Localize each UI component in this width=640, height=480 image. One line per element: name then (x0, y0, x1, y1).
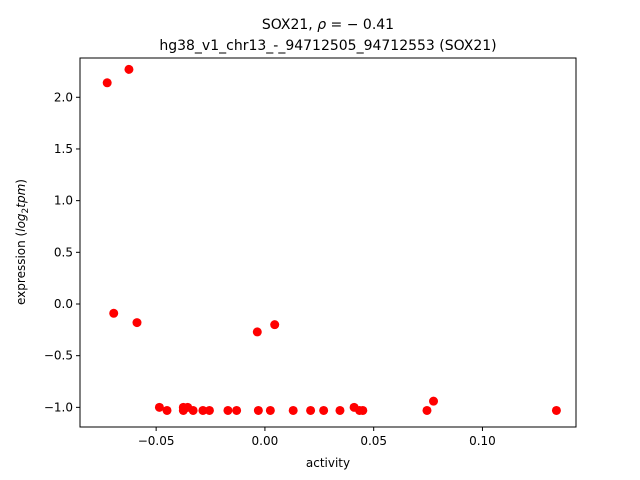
data-point (204, 405, 214, 415)
data-point (288, 405, 298, 415)
y-tick-label: 0.5 (54, 245, 73, 259)
data-point (102, 78, 112, 88)
data-point (188, 405, 198, 415)
data-point (422, 405, 432, 415)
x-tick-label: 0.10 (469, 434, 496, 448)
data-point (551, 405, 561, 415)
data-point (162, 405, 172, 415)
y-tick-label: 0.0 (54, 297, 73, 311)
axis-ticks: −0.05 0.00 0.05 0.10 −1.0 −0.5 0.0 0.5 1.0 1.5 2.0 (44, 90, 496, 448)
chart-title-line2: hg38_v1_chr13_-_94712505_94712553 (SOX21… (159, 38, 496, 54)
x-tick-label: 0.00 (252, 434, 279, 448)
x-axis-label: activity (306, 456, 350, 470)
data-point (253, 405, 263, 415)
data-points (102, 64, 561, 415)
y-tick-label: 1.0 (54, 194, 73, 208)
plot-area-frame (79, 57, 577, 428)
chart-title-line1: SOX21, ρ = − 0.41 (262, 17, 394, 33)
data-point (358, 405, 368, 415)
data-point (306, 405, 316, 415)
data-point (124, 64, 134, 74)
data-point (429, 396, 439, 406)
data-point (109, 308, 119, 318)
data-point (265, 405, 275, 415)
data-point (319, 405, 329, 415)
y-tick-label: −1.0 (44, 400, 73, 414)
y-tick-label: 2.0 (54, 90, 73, 104)
data-point (198, 405, 208, 415)
data-point (132, 318, 142, 328)
data-point (232, 405, 242, 415)
y-tick-label: 1.5 (54, 142, 73, 156)
y-axis-label: expression (log2tpm) (14, 179, 31, 305)
y-tick-label: −0.5 (44, 349, 73, 363)
data-point (252, 327, 262, 337)
data-point (270, 320, 280, 330)
data-point (154, 402, 164, 412)
x-tick-label: 0.05 (360, 434, 387, 448)
data-point (223, 405, 233, 415)
x-tick-label: −0.05 (138, 434, 175, 448)
data-point (335, 405, 345, 415)
